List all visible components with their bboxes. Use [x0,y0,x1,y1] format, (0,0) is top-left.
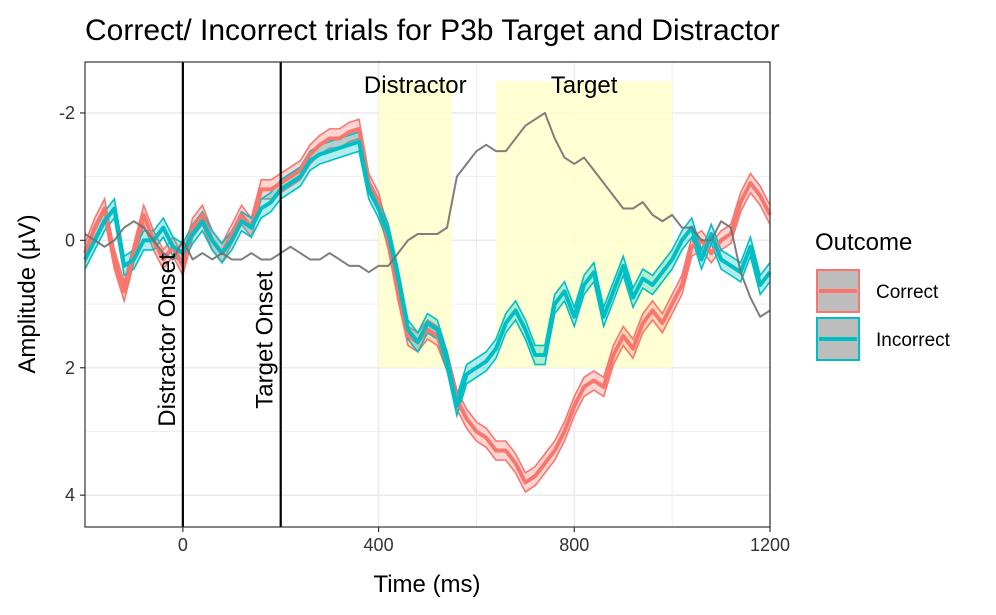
y-tick-label: 2 [65,358,75,378]
band-upper-correct [84,118,771,475]
legend: Outcome Correct Incorrect [815,229,951,361]
plot-border [84,61,771,528]
x-tick-label: 800 [559,535,589,555]
line-series-2 [84,111,771,318]
x-tick-label: 0 [178,535,188,555]
onset-lines: Distractor Onset Target Onset [154,62,282,527]
y-tick-label: 0 [65,230,75,250]
x-axis-title: Time (ms) [373,571,480,598]
y-tick-label: 4 [65,485,75,505]
x-axis: 0 400 800 1200 [178,527,790,555]
x-tick-label: 400 [364,535,394,555]
y-axis-title: Amplitude (µV) [14,214,41,373]
window-distractor [378,81,452,368]
legend-title: Outcome [815,229,912,256]
y-axis: -2 0 2 4 [59,103,85,505]
series-lines [83,111,772,485]
vline-label-1: Target Onset [252,271,279,409]
legend-label-correct: Correct [876,282,939,303]
y-tick-label: -2 [59,103,75,123]
window-label-target: Target [551,72,618,99]
window-label-distractor: Distractor [364,72,467,99]
x-tick-label: 1200 [750,535,790,555]
line-correct [83,126,772,485]
vline-label-0: Distractor Onset [154,253,181,427]
line-incorrect [83,139,772,408]
legend-label-incorrect: Incorrect [876,330,951,351]
chart-title: Correct/ Incorrect trials for P3b Target… [85,14,780,47]
